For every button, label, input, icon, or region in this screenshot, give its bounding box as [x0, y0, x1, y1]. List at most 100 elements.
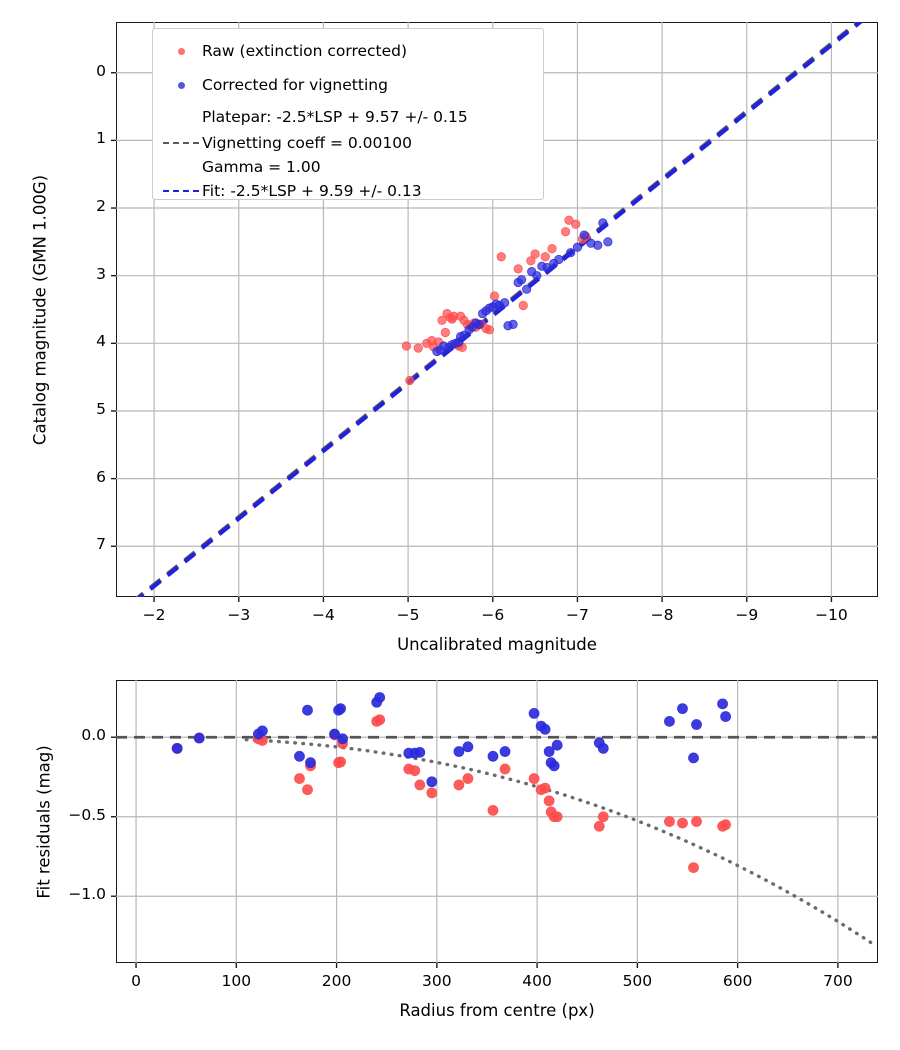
legend-dash-marker-icon [160, 190, 202, 192]
calib-point [554, 254, 564, 265]
resid-point [688, 752, 699, 764]
resid-point [597, 742, 609, 754]
resid-point [664, 715, 675, 727]
calib-point [405, 375, 415, 386]
calib-point [449, 311, 459, 321]
calib-point [518, 300, 528, 311]
calib-point [566, 248, 576, 258]
calib-point [454, 337, 464, 347]
resid-x-tick: 200 [321, 972, 352, 990]
calib-x-tick: −8 [650, 606, 674, 624]
calib-point [496, 252, 506, 262]
resid-point [691, 816, 702, 827]
calib-trend-line [137, 22, 864, 597]
legend-dot-icon [177, 81, 185, 89]
calib-y-tick: 5 [96, 399, 106, 418]
resid-point [294, 750, 305, 762]
resid-point [499, 763, 511, 775]
legend-dot-marker-icon [160, 81, 202, 89]
resid-point [335, 703, 346, 715]
legend-dash-icon [163, 190, 199, 192]
calib-x-tick: −5 [396, 606, 420, 624]
calib-point [537, 261, 547, 271]
calib-point [598, 218, 608, 228]
resid-point [691, 719, 702, 730]
resid-x-tick: 600 [722, 972, 753, 990]
calib-point [530, 249, 540, 259]
resid-x-tick: 700 [823, 972, 853, 990]
calib-point [474, 319, 484, 329]
resid-point [409, 765, 421, 777]
resid-point [193, 732, 205, 744]
resid-vignetting-curve [244, 737, 877, 947]
resid-point [717, 698, 728, 710]
fit-residuals-plot [116, 680, 878, 963]
legend-item-label: Raw (extinction corrected) [202, 42, 408, 60]
calib-y-tick: 7 [96, 535, 106, 554]
calib-x-tick: −10 [815, 606, 848, 624]
calib-point [522, 284, 532, 294]
calib-x-tick: −9 [735, 606, 759, 624]
resid-point [453, 746, 465, 757]
resid-x-tick: 400 [522, 972, 552, 990]
calib-point [401, 341, 412, 351]
resid-point [593, 820, 605, 832]
resid-point [426, 776, 438, 788]
calib-point [579, 230, 589, 240]
resid-point [720, 711, 731, 722]
calib-point [560, 227, 571, 237]
resid-point [539, 723, 551, 735]
calib-point [432, 346, 442, 357]
legend-item: Raw (extinction corrected) [160, 40, 407, 62]
resid-point [597, 811, 609, 823]
resid-point [543, 795, 555, 807]
resid-point [302, 704, 313, 716]
calib-point [593, 240, 603, 250]
calib-point [527, 267, 537, 277]
calib-point [572, 242, 583, 252]
resid-point [551, 811, 563, 823]
resid-point [305, 757, 316, 769]
legend-dash-icon [163, 142, 199, 144]
calib-point [500, 298, 510, 308]
resid-point [171, 742, 183, 754]
resid-y-tick: −0.5 [68, 805, 106, 824]
resid-x-tick: 0 [131, 972, 141, 990]
resid-point [414, 779, 426, 791]
resid-point [329, 728, 340, 740]
resid-point [462, 773, 474, 784]
resid-point [302, 784, 313, 796]
calib-point [440, 327, 450, 338]
calib-point [484, 325, 494, 335]
resid-point [294, 773, 305, 784]
calib-x-tick: −3 [227, 606, 251, 624]
legend-item: Fit: -2.5*LSP + 9.59 +/- 0.13 [160, 180, 422, 202]
calib-point [603, 237, 613, 247]
legend-dot-icon [177, 47, 185, 55]
resid-point [462, 741, 474, 753]
calib-x-tick: −7 [565, 606, 589, 624]
resid-point [371, 715, 383, 727]
calib-point [513, 264, 523, 274]
calib-x-tick: −4 [311, 606, 335, 624]
calib-y-tick: 6 [96, 467, 106, 486]
legend-item-label: Gamma = 1.00 [202, 158, 321, 176]
resid-point [414, 746, 426, 758]
legend-item-label: Platepar: -2.5*LSP + 9.57 +/- 0.15 [202, 108, 468, 126]
resid-point [539, 782, 551, 794]
resid-y-tick: 0.0 [81, 726, 106, 745]
resid-x-tick: 100 [221, 972, 252, 990]
calib-x-tick: −6 [481, 606, 505, 624]
resid-x-tick: 300 [422, 972, 452, 990]
calib-point [571, 219, 581, 229]
legend-item: Corrected for vignetting [160, 74, 388, 96]
calib-y-tick: 3 [96, 264, 106, 283]
resid-point [551, 739, 563, 751]
resid-point [337, 733, 348, 745]
calib-point [516, 275, 527, 285]
resid-point [528, 707, 540, 719]
calib-y-tick: 2 [96, 197, 106, 216]
resid-point [487, 804, 499, 816]
